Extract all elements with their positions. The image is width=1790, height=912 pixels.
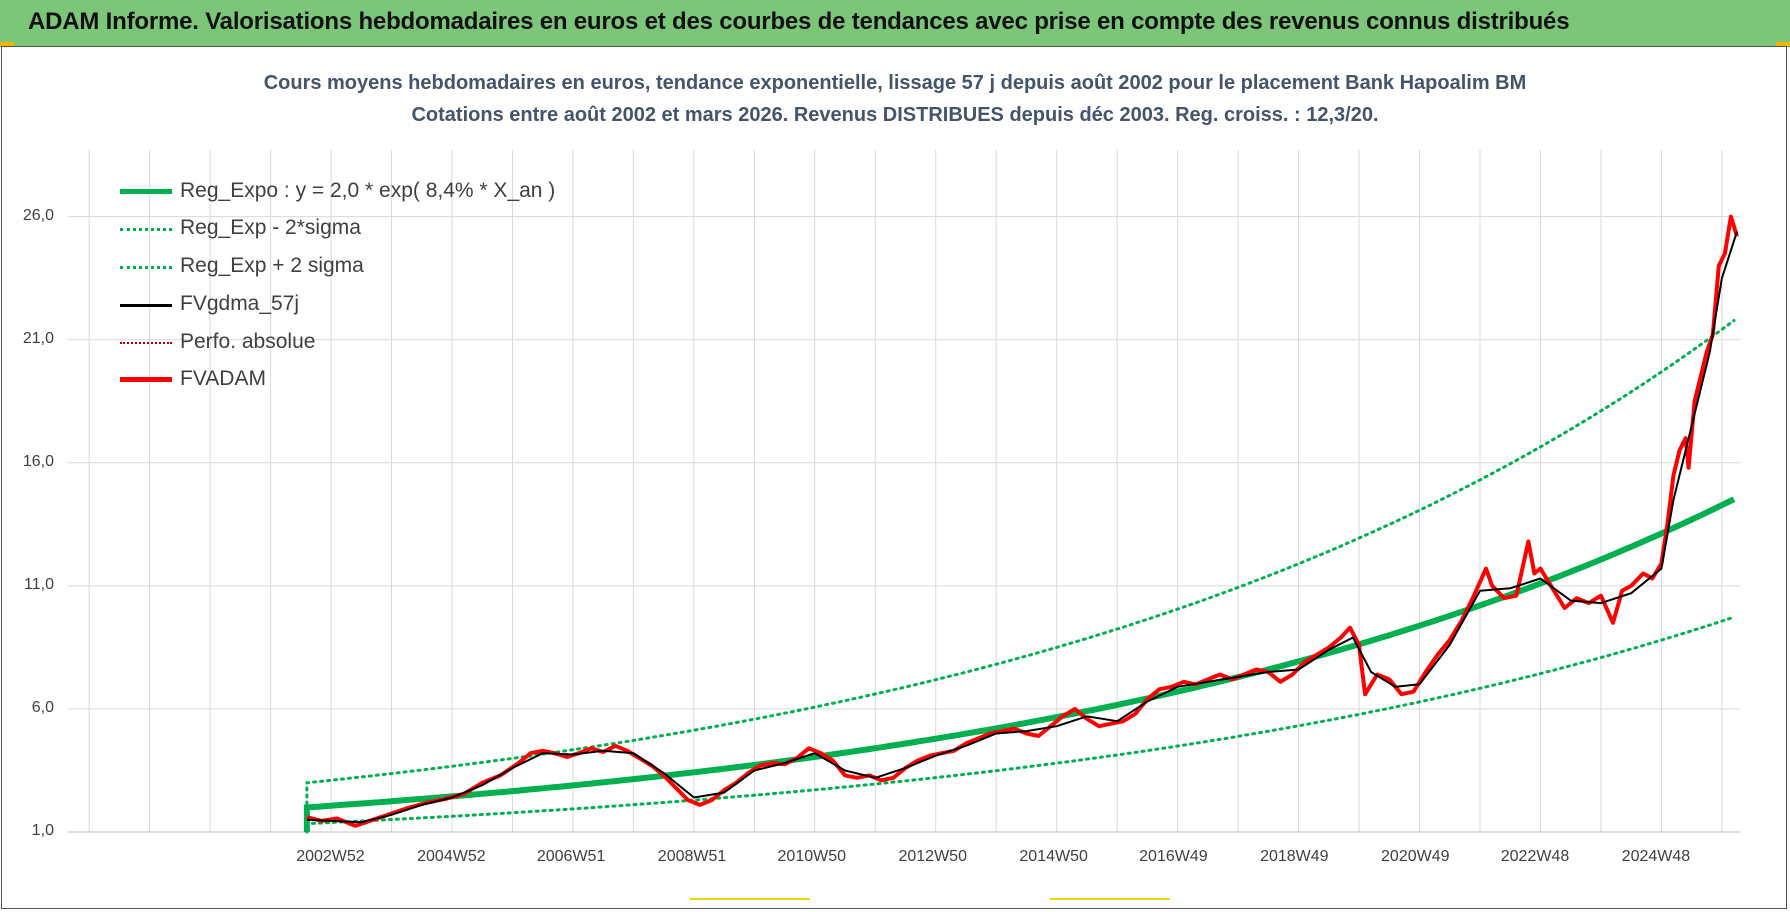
chart-subtitle: Cotations entre août 2002 et mars 2026. … bbox=[411, 104, 1379, 126]
x-tick-label: 2008W51 bbox=[657, 848, 727, 865]
yellow-marker-1 bbox=[690, 898, 810, 900]
yellow-marker-2 bbox=[1050, 898, 1170, 900]
legend-swatch-reg-exp-minus bbox=[120, 228, 172, 231]
chart-title: Cours moyens hebdomadaires en euros, ten… bbox=[263, 72, 1527, 94]
series-fvgdma-57j bbox=[306, 231, 1738, 824]
y-tick-label: 11,0 bbox=[24, 575, 54, 593]
x-tick-label: 2004W52 bbox=[417, 848, 486, 865]
series-fvadam bbox=[306, 214, 1739, 828]
y-tick-label: 6,0 bbox=[31, 698, 54, 716]
x-tick-label: 2014W50 bbox=[1019, 848, 1088, 865]
x-tick-label: 2016W49 bbox=[1139, 848, 1208, 865]
series-reg-exp-minus-2sigma bbox=[305, 615, 1736, 834]
y-tick-label: 1,0 bbox=[31, 822, 54, 839]
x-tick-label: 2022W48 bbox=[1500, 848, 1570, 865]
x-tick-label: 2012W50 bbox=[898, 848, 967, 865]
legend-label-reg-exp-minus: Reg_Exp - 2*sigma bbox=[180, 216, 361, 239]
x-tick-label: 2018W49 bbox=[1260, 848, 1329, 865]
legend-label-reg-exp-plus: Reg_Exp + 2 sigma bbox=[180, 254, 364, 277]
chart-grid bbox=[68, 150, 1740, 833]
chart-frame bbox=[1, 46, 1787, 909]
legend-swatch-perfo-absolue bbox=[120, 342, 172, 344]
legend-label-fvadam: FVADAM bbox=[180, 367, 266, 390]
legend-swatch-fvgdma bbox=[120, 304, 172, 307]
legend-swatch-reg-exp-plus bbox=[120, 266, 172, 269]
series-reg-expo bbox=[303, 496, 1736, 832]
corner-mark-right bbox=[1776, 42, 1790, 46]
x-tick-label: 2006W51 bbox=[536, 848, 606, 865]
legend-swatch-reg-expo bbox=[120, 189, 172, 194]
report-banner: ADAM Informe. Valorisations hebdomadaire… bbox=[0, 0, 1790, 47]
legend-label-fvgdma: FVgdma_57j bbox=[180, 292, 300, 315]
series-reg-exp-plus-2sigma bbox=[305, 319, 1736, 834]
legend-label-reg-expo: Reg_Expo : y = 2,0 * exp( 8,4% * X_an ) bbox=[180, 179, 556, 202]
legend-label-perfo-absolue: Perfo. absolue bbox=[180, 330, 316, 353]
x-tick-label: 2020W49 bbox=[1381, 848, 1450, 865]
legend-swatch-fvadam bbox=[120, 377, 172, 382]
x-tick-label: 2010W50 bbox=[777, 848, 847, 865]
x-tick-label: 2002W52 bbox=[296, 848, 365, 865]
y-tick-label: 21,0 bbox=[22, 329, 54, 347]
x-tick-label: 2024W48 bbox=[1621, 848, 1691, 865]
chart-plot-area bbox=[303, 214, 1739, 834]
corner-mark-left bbox=[0, 42, 14, 46]
y-tick-label: 16,0 bbox=[22, 452, 54, 470]
report-title: ADAM Informe. Valorisations hebdomadaire… bbox=[28, 8, 1570, 35]
y-tick-label: 26,0 bbox=[22, 206, 54, 224]
